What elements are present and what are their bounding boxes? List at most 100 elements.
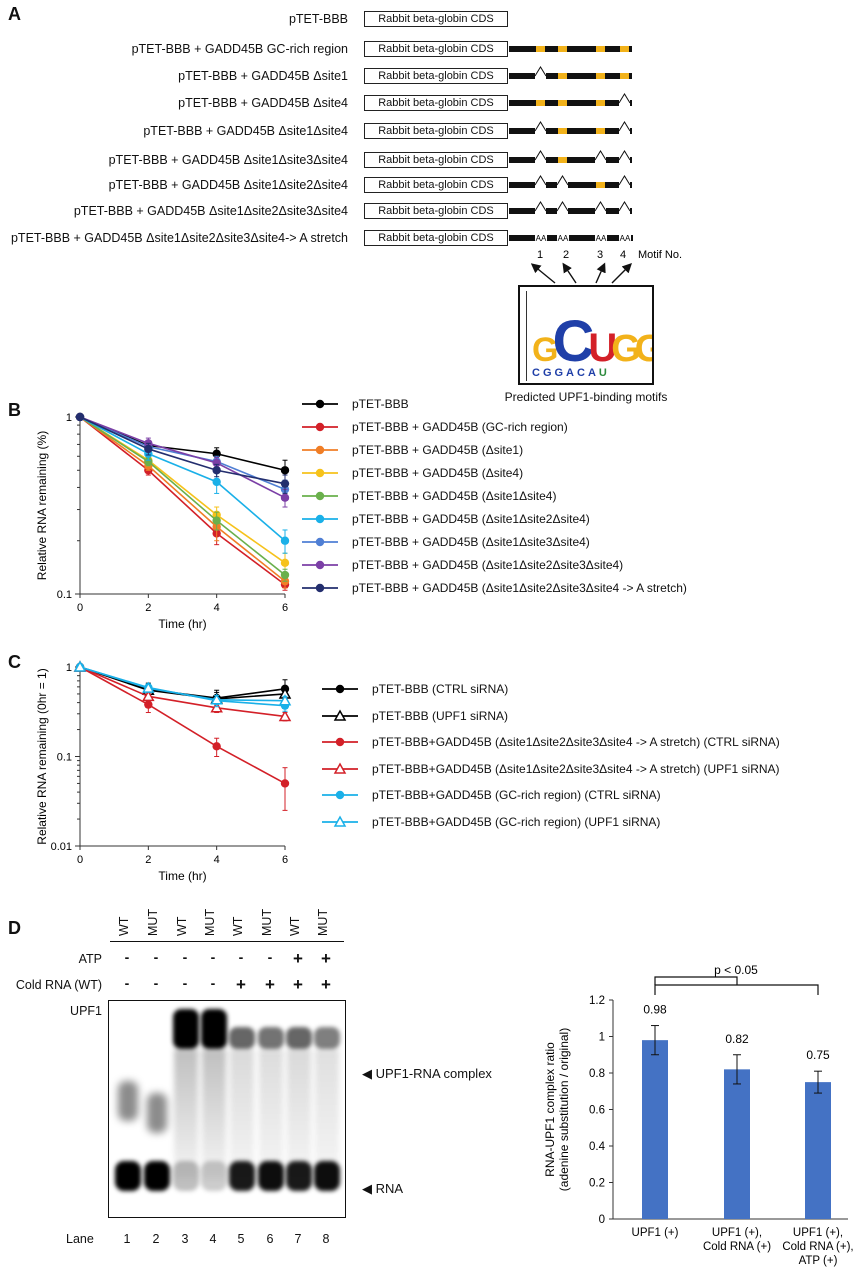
legend-marker [320, 681, 360, 697]
tail-segment [509, 208, 535, 214]
a-stretch-label: AA [558, 234, 569, 243]
legend-point [315, 422, 325, 432]
rna-band [115, 1161, 141, 1191]
lane-genotype-text: WT [288, 916, 302, 936]
x-tick-label: 2 [145, 854, 151, 866]
tail-d134 [509, 150, 632, 163]
bar-y-tick-label: 1.2 [589, 995, 605, 1007]
legend-marker [300, 580, 340, 596]
series-line [75, 412, 290, 494]
lane-genotype-text: MUT [203, 908, 217, 936]
legend-label: pTET-BBB + GADD45B (Δsite1Δsite2Δsite3Δs… [352, 581, 687, 595]
condition-mark: - [182, 949, 188, 965]
data-point [212, 466, 221, 475]
legend-point [333, 708, 347, 721]
series-line [73, 660, 292, 707]
complex-band [173, 1009, 199, 1049]
lane-smear [202, 1049, 226, 1179]
motif-site-4 [620, 73, 629, 79]
lane-number: 3 [181, 1232, 189, 1246]
panel-label-d: D [8, 918, 21, 938]
y-tick-label: 0.01 [51, 841, 72, 853]
complex-label: UPF1-RNA complex [375, 1066, 492, 1081]
lane-smear [174, 1049, 198, 1179]
condition-mark: + [293, 975, 303, 994]
series-line [75, 412, 290, 591]
series-path [79, 416, 286, 542]
a-stretch-label: AA [620, 234, 631, 243]
tail-d4 [509, 93, 632, 106]
rna-band [173, 1161, 199, 1191]
series-path [79, 416, 286, 491]
data-point [280, 558, 290, 568]
rna-arrow: ◀ RNA [362, 1181, 404, 1196]
condition-mark: - [124, 975, 130, 991]
construct-name: pTET-BBB [288, 12, 348, 26]
tail-segment [509, 73, 535, 79]
y-tick-label: 1 [66, 662, 72, 674]
series-path [79, 416, 286, 485]
series-line [75, 412, 290, 483]
legend-point [333, 814, 347, 827]
tail-d1 [509, 66, 632, 79]
panel-label-c: C [8, 652, 21, 672]
cds-box: Rabbit beta-globin CDS [364, 95, 508, 111]
motif-arrow [530, 263, 556, 284]
condition-mark: + [321, 949, 331, 968]
bar [724, 1069, 750, 1219]
tail-segment [606, 157, 619, 163]
bar-value-label: 0.75 [806, 1048, 830, 1062]
condition-label: UPF1 [70, 1004, 102, 1018]
deletion-peak [594, 201, 607, 212]
y-axis-title: Relative RNA remaining (0hr = 1) [35, 668, 49, 844]
panel-label-a: A [8, 4, 21, 24]
tail-segment [509, 157, 535, 163]
lane-genotype-text: WT [231, 916, 245, 936]
motif-logo: GCUGGGG [532, 299, 652, 383]
data-point [144, 700, 153, 709]
legend-label: pTET-BBB+GADD45B (Δsite1Δsite2Δsite3Δsit… [372, 735, 780, 749]
legend-label: pTET-BBB (CTRL siRNA) [372, 682, 509, 696]
motif-site-1 [536, 46, 545, 52]
legend-marker [300, 465, 340, 481]
condition-mark: - [153, 949, 159, 965]
legend-point [315, 560, 325, 570]
legend-marker [320, 708, 360, 724]
significance-bracket [654, 984, 819, 995]
data-point [142, 681, 155, 693]
series-path [79, 416, 286, 582]
lane-number: 8 [322, 1232, 330, 1246]
construct-name: pTET-BBB + GADD45B Δsite1Δsite2Δsite3Δsi… [73, 204, 348, 218]
bar-category-label: Cold RNA (+), [782, 1241, 853, 1253]
bar-y-tick-label: 0.2 [589, 1178, 605, 1190]
bar-y-tick-label: 0.8 [589, 1068, 605, 1080]
x-tick-label: 0 [77, 602, 83, 614]
deletion-peak [618, 93, 631, 104]
bar-y-tick-label: 0.6 [589, 1105, 605, 1117]
legend-label: pTET-BBB+GADD45B (GC-rich region) (UPF1 … [372, 814, 661, 829]
tail-full [509, 46, 632, 52]
data-point [280, 779, 290, 788]
complex-band [286, 1027, 312, 1049]
legend-point [315, 468, 325, 478]
legend-label: pTET-BBB + GADD45B (Δsite1Δsite3Δsite4) [352, 535, 590, 549]
motif-site-2 [558, 46, 567, 52]
complex-arrow: ◀ UPF1-RNA complex [362, 1066, 492, 1081]
data-point [212, 516, 221, 525]
deletion-peak [534, 150, 547, 161]
condition-mark: + [265, 975, 275, 994]
lane-smear [259, 1049, 283, 1179]
bar-category-label: UPF1 (+), [793, 1227, 843, 1239]
motif-site-2 [558, 157, 567, 163]
deletion-peak [556, 175, 569, 186]
condition-label: ATP [78, 952, 102, 966]
motif-site-2 [558, 128, 567, 134]
cds-box: Rabbit beta-globin CDS [364, 177, 508, 193]
deletion-peak [534, 201, 547, 212]
legend-marker [300, 396, 340, 412]
a-stretch-label: AA [536, 234, 547, 243]
construct-name: pTET-BBB + GADD45B Δsite1Δsite3Δsite4 [108, 153, 348, 167]
legend-marker [300, 557, 340, 573]
panel-label-b: B [8, 400, 21, 420]
legend-marker [320, 814, 360, 830]
